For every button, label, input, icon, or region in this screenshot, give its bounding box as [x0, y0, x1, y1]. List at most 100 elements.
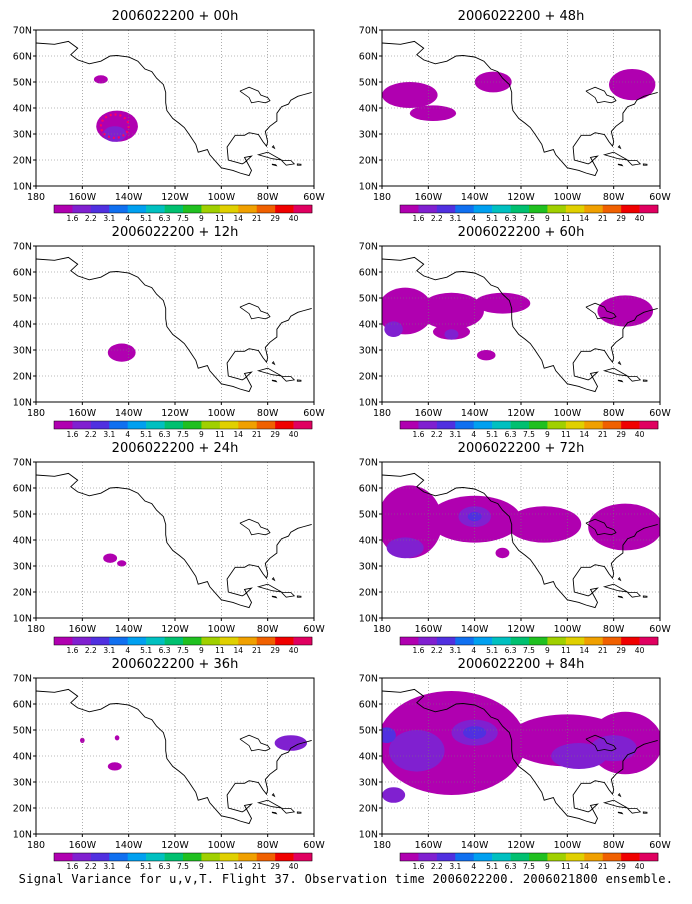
colorbar-swatch	[238, 853, 258, 861]
map-area	[36, 678, 314, 834]
colorbar-swatch	[219, 421, 239, 429]
lon-tick-label: 100W	[554, 624, 582, 635]
colorbar-swatch	[256, 421, 276, 429]
island	[271, 360, 276, 366]
colorbar-label: 4	[471, 214, 476, 223]
colorbar-swatch	[164, 205, 184, 213]
variance-contour	[107, 762, 122, 771]
lat-tick-label: 10N	[13, 830, 32, 841]
lon-tick-label: 60W	[303, 624, 325, 635]
island	[280, 160, 296, 166]
lat-tick-label: 40N	[359, 104, 378, 115]
island	[256, 151, 282, 161]
colorbar-swatch	[602, 637, 622, 645]
island	[642, 163, 648, 166]
colorbar-label: 2.2	[431, 862, 443, 871]
colorbar-swatch	[529, 853, 548, 861]
colorbar-swatch	[72, 853, 92, 861]
colorbar-swatch	[529, 205, 548, 213]
great-lakes	[239, 518, 271, 536]
colorbar-label: 40	[635, 430, 645, 439]
lon-tick-label: 160W	[69, 840, 97, 851]
lon-tick-label: 80W	[603, 624, 625, 635]
colorbar-swatch	[146, 205, 165, 213]
great-lakes	[239, 86, 271, 104]
figure-caption: Signal Variance for u,v,T. Flight 37. Ob…	[18, 872, 674, 886]
lon-tick-label: 100W	[208, 408, 236, 419]
lon-tick-label: 180	[27, 840, 45, 851]
map-panel-p12: 2006022200 + 12h 70N 60N 50N 40N 30N 20N 10N180…	[13, 225, 326, 439]
variance-contour	[609, 69, 656, 101]
lon-tick-label: 140W	[461, 840, 489, 851]
variance-contour	[384, 321, 403, 337]
great-lakes	[585, 86, 617, 104]
colorbar: 1.6 2.2 3.1 4 5.1 6.3 7.5 9 11 14 21 29 40	[399, 204, 659, 223]
colorbar-swatch	[565, 637, 585, 645]
colorbar-swatch	[455, 637, 475, 645]
colorbar-frame	[53, 420, 313, 430]
colorbar-label: 14	[234, 646, 244, 655]
map-panel-p48: 2006022200 + 48h 70N 60N 50N 40N 30N 20N 10N180…	[359, 9, 672, 223]
lat-tick-label: 60N	[359, 700, 378, 711]
island	[271, 576, 276, 582]
colorbar-label: 6.3	[505, 430, 517, 439]
colorbar-label: 14	[234, 862, 244, 871]
colorbar-swatch	[639, 205, 659, 213]
colorbar-swatch	[547, 421, 567, 429]
colorbar-swatch	[436, 637, 456, 645]
lon-tick-label: 120W	[161, 192, 189, 203]
coastline	[382, 688, 658, 825]
island	[256, 799, 282, 809]
colorbar-swatch	[621, 637, 640, 645]
colorbar-label: 4	[125, 862, 130, 871]
colorbar-swatch	[90, 637, 110, 645]
lon-tick-label: 120W	[507, 408, 535, 419]
coastline	[382, 256, 658, 393]
coastline	[36, 40, 312, 177]
lat-tick-label: 20N	[13, 156, 32, 167]
map-panel-p00: 2006022200 + 00h 70N 60N 50N 40N 30N 20N 10N180…	[13, 9, 326, 223]
lon-tick-label: 60W	[303, 192, 325, 203]
lat-tick-label: 70N	[359, 26, 378, 37]
colorbar-swatch	[400, 853, 419, 861]
variance-contour	[107, 343, 136, 362]
colorbar-label: 9	[199, 214, 204, 223]
colorbar-label: 5.1	[486, 646, 498, 655]
colorbar-swatch	[146, 853, 165, 861]
colorbar-swatch	[621, 853, 640, 861]
lat-tick-label: 20N	[13, 804, 32, 815]
colorbar-label: 9	[199, 862, 204, 871]
lat-tick-label: 70N	[359, 242, 378, 253]
lon-tick-label: 180	[27, 192, 45, 203]
colorbar-label: 7.5	[177, 862, 189, 871]
lon-tick-label: 120W	[507, 192, 535, 203]
colorbar-swatch	[565, 853, 585, 861]
colorbar-label: 40	[289, 430, 299, 439]
lat-tick-label: 20N	[13, 588, 32, 599]
colorbar-swatch	[183, 421, 202, 429]
colorbar-label: 4	[125, 430, 130, 439]
map-panel-p72: 2006022200 + 72h 70N 60N 50N 40N 30N 20N 10N180…	[359, 441, 672, 655]
colorbar-swatch	[584, 637, 604, 645]
lon-tick-label: 180	[373, 840, 391, 851]
colorbar-label: 3.1	[449, 430, 461, 439]
colorbar-swatch	[492, 421, 511, 429]
colorbar-swatch	[492, 853, 511, 861]
colorbar-label: 14	[580, 646, 590, 655]
colorbar-swatch	[72, 637, 92, 645]
colorbar-swatch	[219, 853, 239, 861]
lat-tick-label: 70N	[13, 458, 32, 469]
colorbar-swatch	[90, 853, 110, 861]
colorbar-swatch	[256, 205, 276, 213]
great-lakes	[239, 302, 271, 320]
colorbar-swatch	[127, 421, 147, 429]
colorbar-label: 29	[616, 430, 626, 439]
lon-tick-label: 140W	[115, 192, 143, 203]
variance-contour	[474, 292, 531, 314]
lon-tick-label: 120W	[507, 624, 535, 635]
lat-tick-label: 20N	[359, 156, 378, 167]
lon-tick-label: 80W	[603, 192, 625, 203]
panel-title: 2006022200 + 12h	[112, 225, 239, 240]
